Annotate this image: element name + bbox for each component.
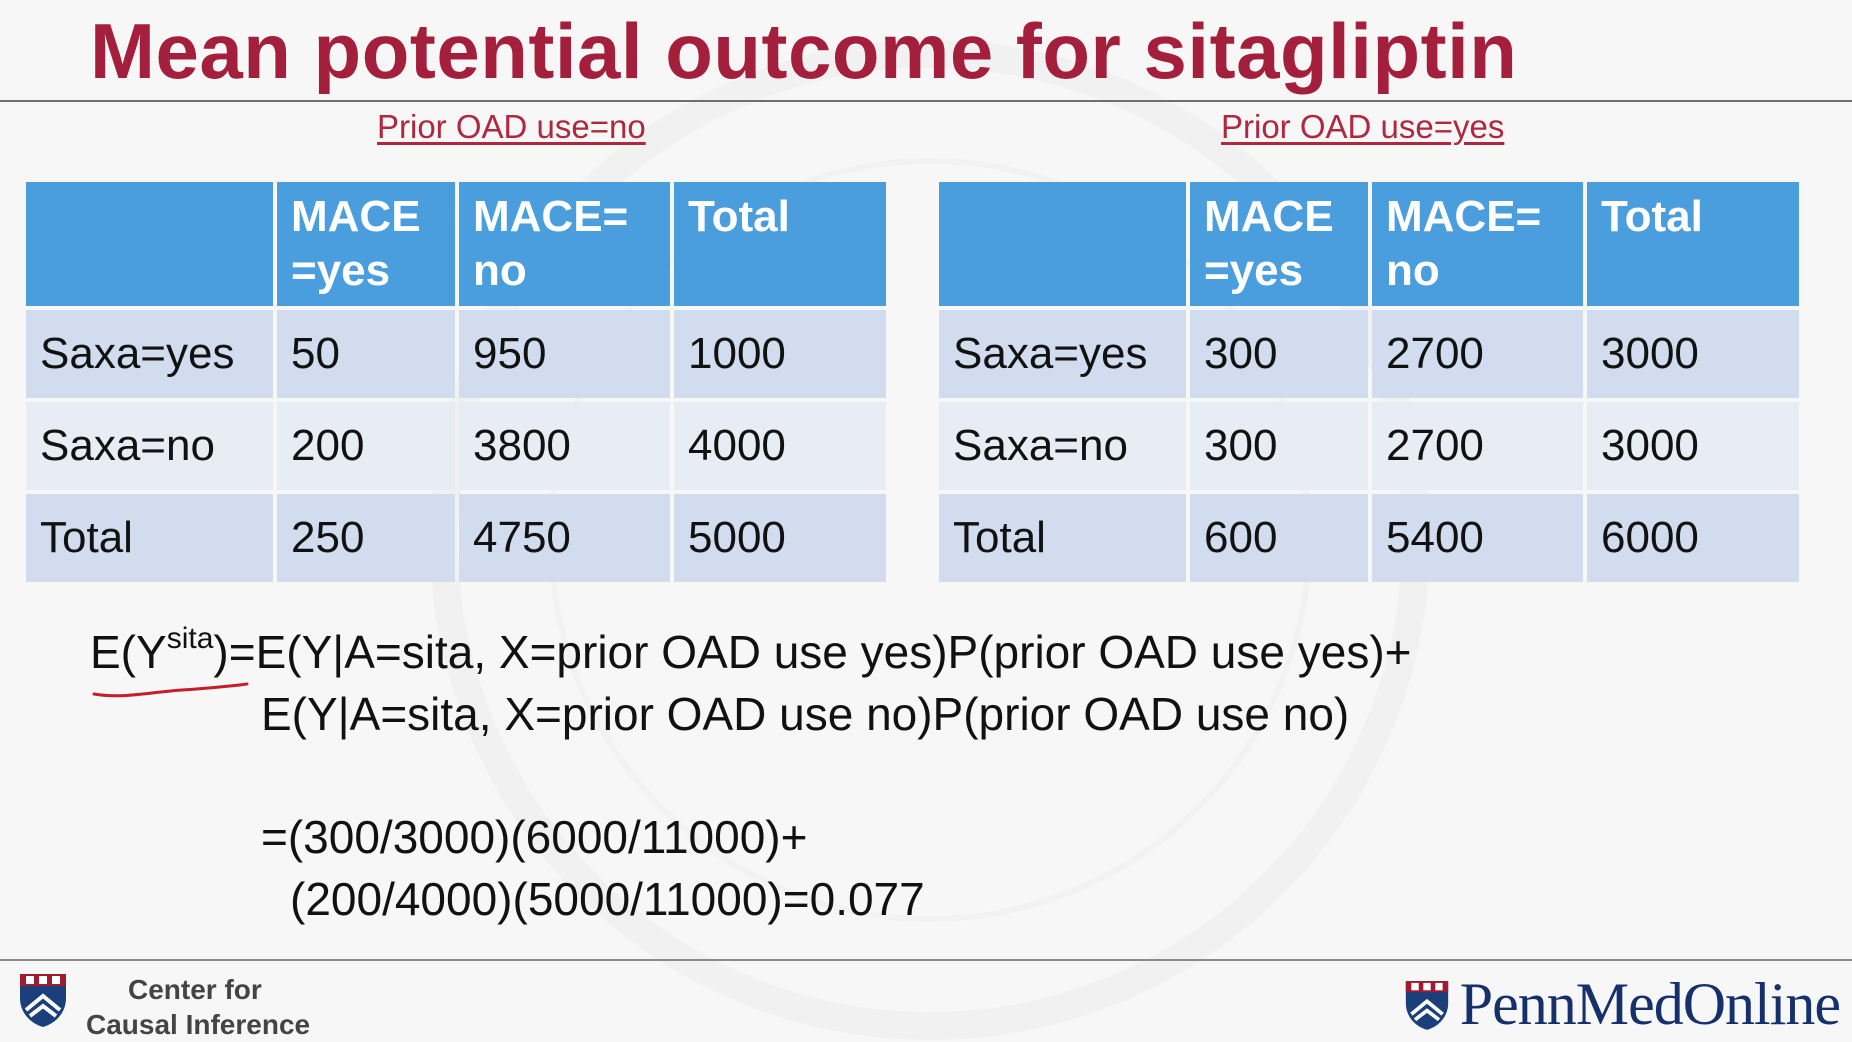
penn-shield-icon (1405, 980, 1448, 1030)
logo-text-line-2: Causal Inference (86, 1009, 311, 1040)
penn-shield-icon (20, 974, 66, 1027)
table-cell: 200 (277, 402, 455, 490)
table-row: Total 250 4750 5000 (26, 494, 886, 582)
table-cell: 4000 (674, 402, 886, 490)
formula-line-1-rest: =E(Y|A=sita, X=prior OAD use yes)P(prior… (228, 626, 1412, 678)
formula-line-4: (200/4000)(5000/11000)=0.077 (290, 873, 925, 925)
red-handwritten-underline (92, 682, 249, 698)
formula-lhs-base: E(Y (90, 626, 167, 678)
table-cell: 5400 (1372, 494, 1583, 582)
pennmedonline-logo: PennMedOnline (1404, 970, 1841, 1039)
table-row: Saxa=no 200 3800 4000 (26, 402, 886, 490)
header-cell: MACE =yes (277, 182, 455, 306)
header-cell: Total (674, 182, 886, 306)
header-cell (26, 182, 273, 306)
header-cell: MACE= no (1372, 182, 1583, 306)
table-row: Total 600 5400 6000 (939, 494, 1799, 582)
table-header-row: MACE =yes MACE= no Total (26, 182, 886, 306)
logo-text-line-1: Center for (128, 974, 262, 1005)
table-cell: 2700 (1372, 310, 1583, 398)
title-divider (0, 100, 1852, 102)
table-cell: 600 (1190, 494, 1368, 582)
table-cell: 3000 (1587, 402, 1799, 490)
table-cell: 3000 (1587, 310, 1799, 398)
formula-lhs-superscript: sita (166, 621, 214, 655)
row-label: Total (939, 494, 1186, 582)
slide-title: Mean potential outcome for sitagliptin (90, 7, 1518, 95)
table-cell: 6000 (1587, 494, 1799, 582)
row-label: Total (26, 494, 273, 582)
table-cell: 3800 (459, 402, 670, 490)
contingency-table-oad-no: MACE =yes MACE= no Total Saxa=yes 50 950… (22, 178, 890, 586)
table-row: Saxa=yes 50 950 1000 (26, 310, 886, 398)
row-label: Saxa=no (26, 402, 273, 490)
table-row: Saxa=yes 300 2700 3000 (939, 310, 1799, 398)
brand-name: PennMedOnline (1459, 971, 1841, 1037)
table-row: Saxa=no 300 2700 3000 (939, 402, 1799, 490)
table-cell: 250 (277, 494, 455, 582)
contingency-table-oad-yes: MACE =yes MACE= no Total Saxa=yes 300 27… (935, 178, 1803, 586)
table-cell: 4750 (459, 494, 670, 582)
row-label: Saxa=yes (939, 310, 1186, 398)
formula-line-1: E(Ysita)=E(Y|A=sita, X=prior OAD use yes… (90, 621, 1412, 679)
table-cell: 5000 (674, 494, 886, 582)
formula-line-3: =(300/3000)(6000/11000)+ (261, 811, 808, 863)
table-cell: 300 (1190, 310, 1368, 398)
row-label: Saxa=yes (26, 310, 273, 398)
row-label: Saxa=no (939, 402, 1186, 490)
table-caption-oad-no: Prior OAD use=no (377, 108, 646, 145)
table-caption-oad-yes: Prior OAD use=yes (1221, 108, 1505, 145)
table-cell: 50 (277, 310, 455, 398)
table-cell: 2700 (1372, 402, 1583, 490)
center-for-causal-inference-logo: Center for Causal Inference (18, 972, 310, 1042)
formula-line-2: E(Y|A=sita, X=prior OAD use no)P(prior O… (261, 688, 1350, 740)
table-header-row: MACE =yes MACE= no Total (939, 182, 1799, 306)
table-cell: 950 (459, 310, 670, 398)
formula-lhs-close: ) (213, 626, 229, 678)
header-cell: Total (1587, 182, 1799, 306)
header-cell: MACE =yes (1190, 182, 1368, 306)
footer-divider (0, 959, 1852, 961)
header-cell (939, 182, 1186, 306)
table-cell: 1000 (674, 310, 886, 398)
table-cell: 300 (1190, 402, 1368, 490)
header-cell: MACE= no (459, 182, 670, 306)
